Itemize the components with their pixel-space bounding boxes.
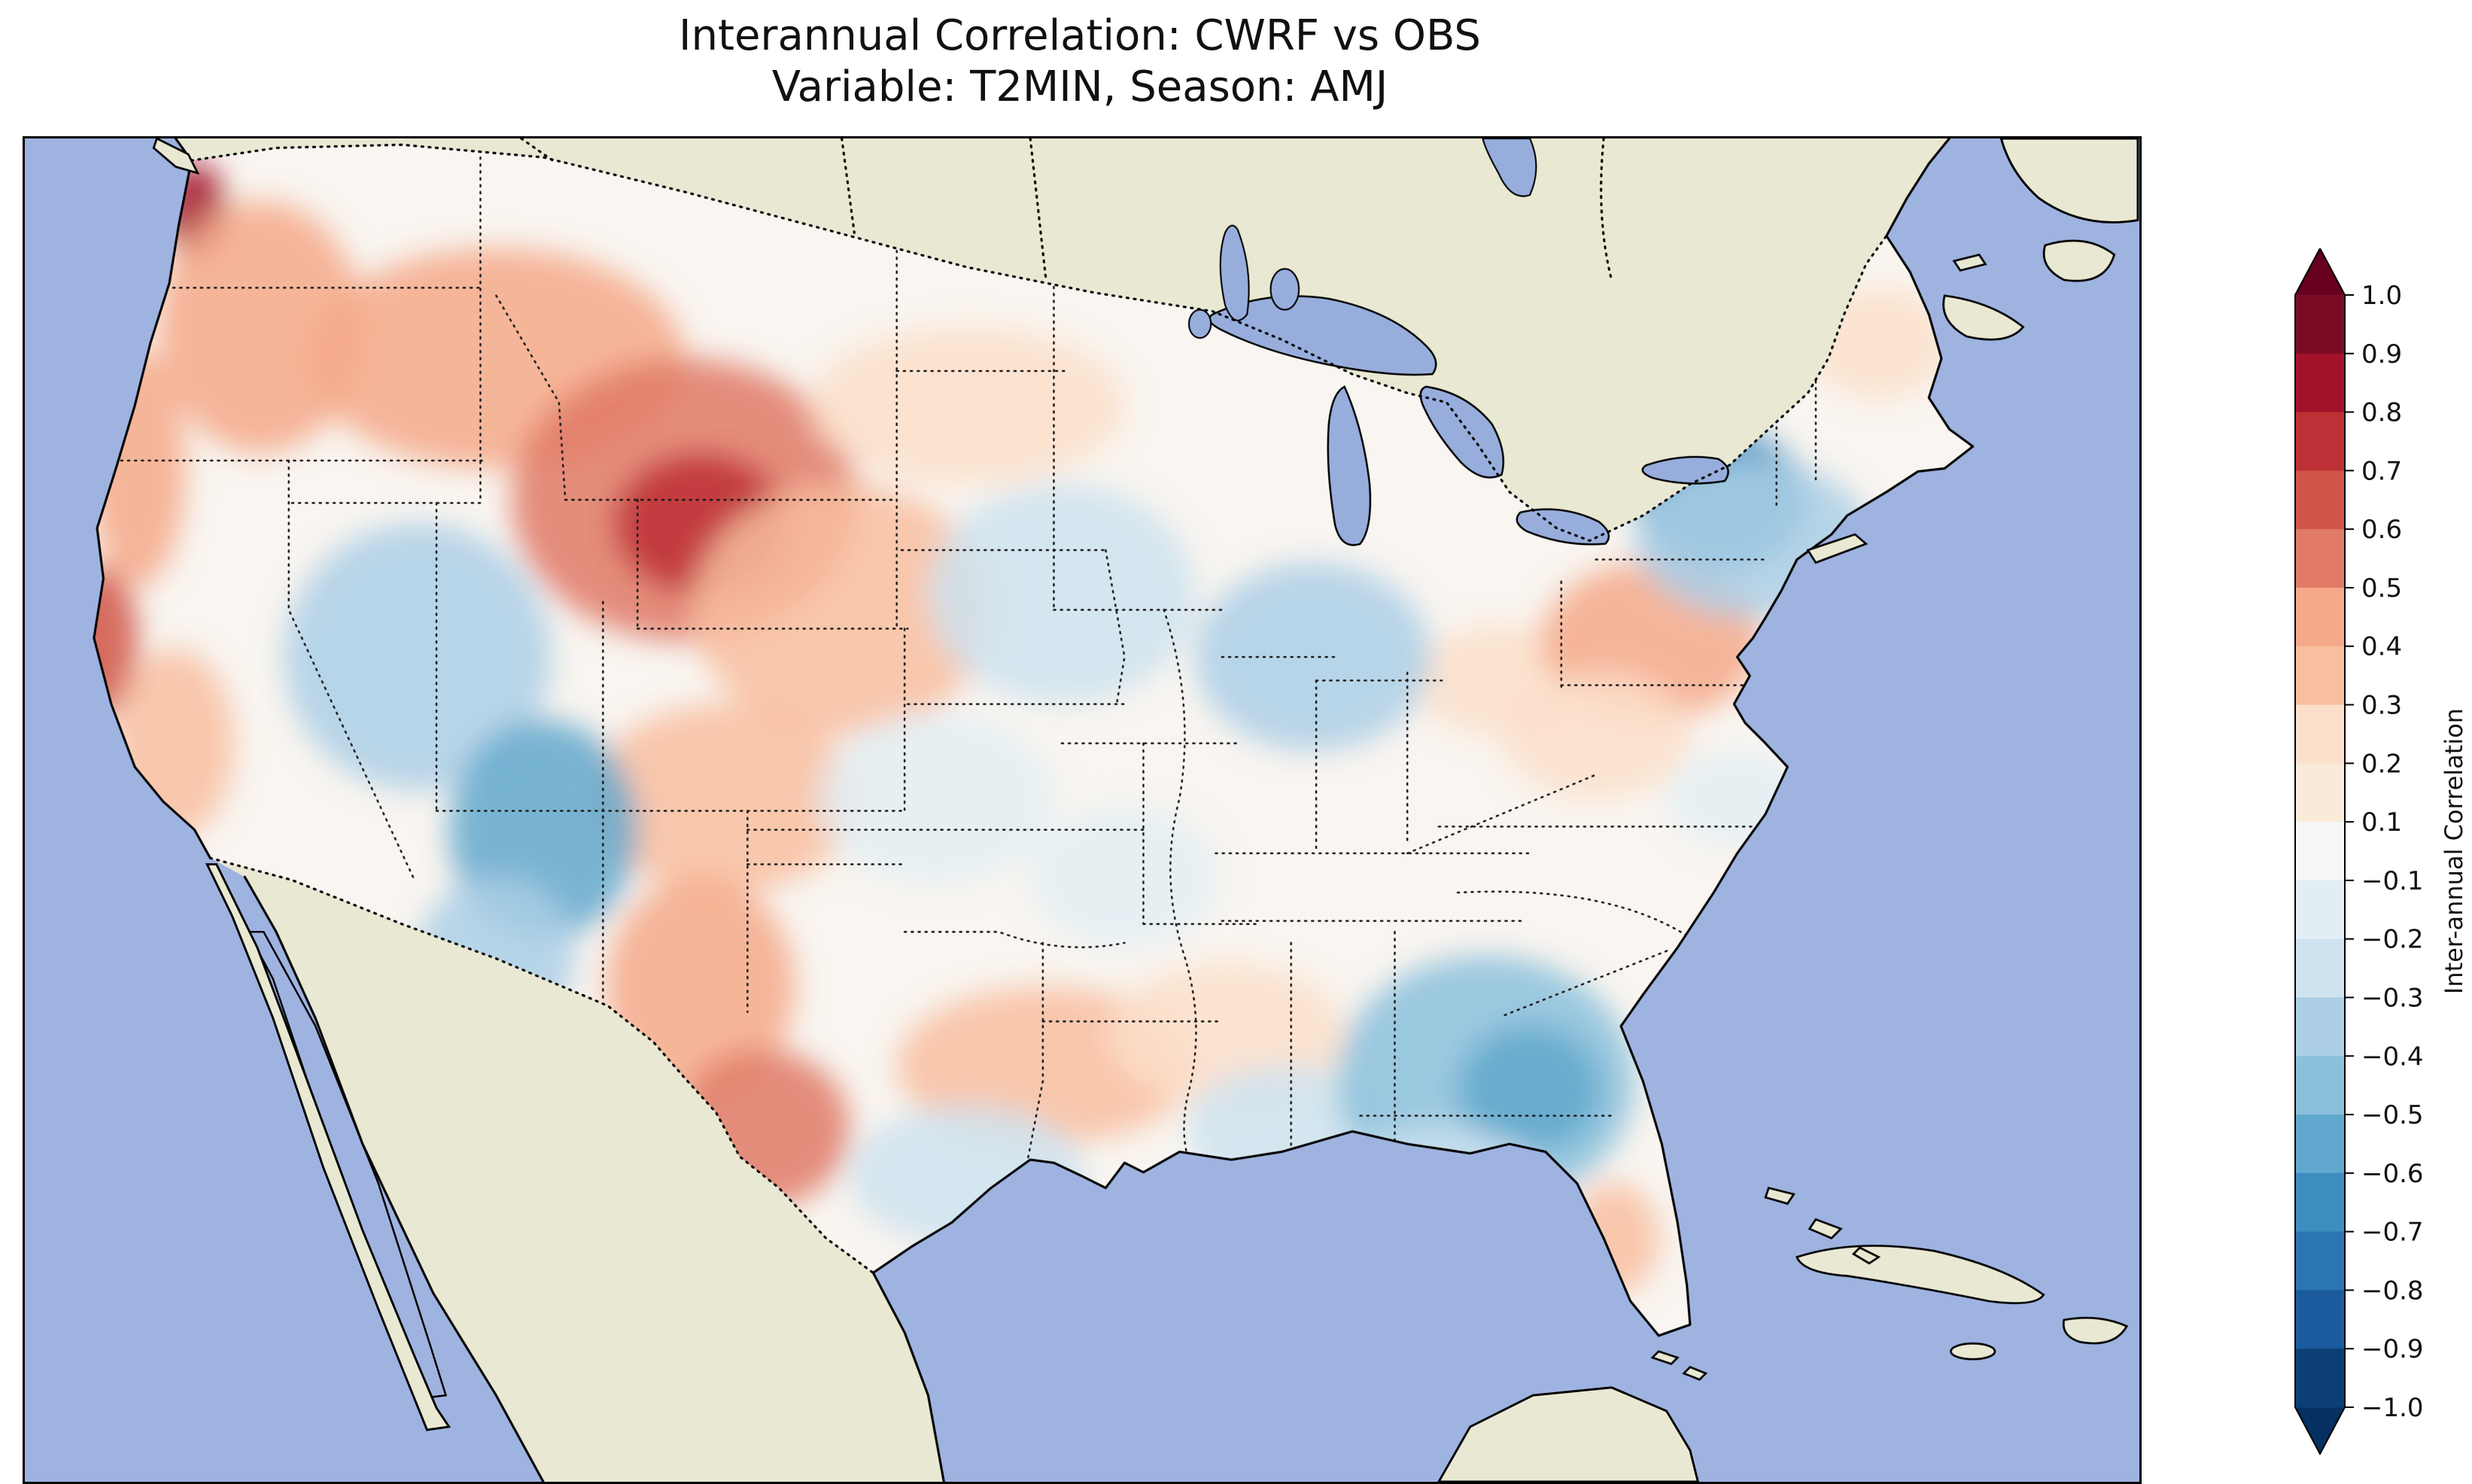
region-georgia-core xyxy=(1459,1026,1601,1152)
figure-title-line1: Interannual Correlation: CWRF vs OBS xyxy=(679,11,1481,60)
region-virginia xyxy=(1501,672,1690,798)
islands xyxy=(152,138,2129,1381)
colorbar-segment xyxy=(2295,529,2345,588)
colorbar-segment xyxy=(2295,1115,2345,1174)
mexico-land xyxy=(210,858,944,1482)
colorbar-tick-label: −0.9 xyxy=(2361,1334,2424,1364)
colorbar-segment xyxy=(2295,938,2345,999)
colorbar-tick-label: −1.0 xyxy=(2361,1393,2424,1423)
colorbar-extend-min-arrow xyxy=(2295,1407,2345,1454)
newfoundland xyxy=(2042,239,2116,282)
colorbar-tick-label: −0.3 xyxy=(2361,983,2424,1013)
colorbar-segment xyxy=(2295,1290,2345,1349)
yucatan-land xyxy=(1437,1386,1699,1482)
colorbar-segment xyxy=(2295,646,2345,706)
us-mexico-border xyxy=(208,856,874,1274)
jamaica xyxy=(1950,1342,1996,1361)
colorbar-segment xyxy=(2295,822,2345,881)
colorbar-tick-label: 0.1 xyxy=(2361,807,2402,838)
colorbar-tick-label: 1.0 xyxy=(2361,281,2402,311)
colorbar-svg: 1.0 0.9 0.8 0.7 0.6 0.5 0.4 0.3 0.2 0.1 −0.1 −0.2 −0… xyxy=(2294,248,2468,1456)
lake-manitoba xyxy=(1269,268,1300,311)
region-north-dakota xyxy=(810,327,1125,485)
map-plot-area xyxy=(23,136,2142,1484)
labrador-land xyxy=(1999,138,2139,224)
region-kansas xyxy=(818,712,1054,885)
national-borders xyxy=(190,138,1888,1274)
region-colorado-rockies xyxy=(590,704,858,893)
colorbar-segment xyxy=(2295,763,2345,823)
lake-erie xyxy=(1516,508,1610,546)
colorbar-segment xyxy=(2295,412,2345,472)
lake-superior xyxy=(1208,295,1437,376)
figure-title: Interannual Correlation: CWRF vs OBS Var… xyxy=(23,11,2137,114)
colorbar-tick-label: −0.1 xyxy=(2361,866,2424,896)
lake-ontario xyxy=(1641,455,1729,485)
figure-title-line2: Variable: T2MIN, Season: AMJ xyxy=(771,62,1388,112)
mexico-pacific-coast xyxy=(243,875,545,1482)
great-lakes xyxy=(1208,295,1729,546)
colorbar-tick-label: −0.6 xyxy=(2361,1159,2424,1189)
colorbar: 1.0 0.9 0.8 0.7 0.6 0.5 0.4 0.3 0.2 0.1 −0.1 −0.2 −0… xyxy=(2288,248,2472,1467)
region-san-francisco-coast xyxy=(93,565,138,717)
james-bay xyxy=(1482,138,1537,197)
coastlines xyxy=(93,138,1975,1482)
region-washington-oregon-inland xyxy=(158,201,363,453)
colorbar-segment xyxy=(2295,1056,2345,1115)
colorbar-segment xyxy=(2295,1231,2345,1291)
region-minnesota xyxy=(928,484,1196,704)
colorbar-tick-label: −0.4 xyxy=(2361,1042,2424,1072)
pacific-coast xyxy=(93,138,211,859)
colorbar-tick-label: −0.2 xyxy=(2361,925,2424,955)
region-new-mexico xyxy=(606,877,795,1097)
colorbar-segment xyxy=(2295,704,2345,765)
colorbar-tick-label: 0.8 xyxy=(2361,398,2402,428)
mexico-gulf-coast xyxy=(871,1271,945,1482)
colorbar-segment xyxy=(2295,295,2345,354)
colorbar-tick-label: −0.5 xyxy=(2361,1100,2424,1130)
canadian-lakes xyxy=(1187,138,1537,339)
colorbar-segment xyxy=(2295,353,2345,413)
region-wyoming-nebraska xyxy=(692,484,991,736)
lake-huron xyxy=(1419,385,1504,479)
lake-of-the-woods xyxy=(1187,309,1212,339)
colorbar-tick-label: −0.8 xyxy=(2361,1276,2424,1306)
colorbar-segment xyxy=(2295,587,2345,647)
colorbar-tick-label: 0.5 xyxy=(2361,573,2402,604)
vancouver-island xyxy=(152,138,200,175)
state-borders xyxy=(99,156,1817,1177)
colorbar-tick-label: 0.9 xyxy=(2361,339,2402,369)
correlation-field xyxy=(93,162,1950,1294)
lake-winnipeg xyxy=(1219,224,1250,321)
colorbar-axis-label: Inter-annual Correlation xyxy=(2440,708,2468,994)
map-svg xyxy=(25,138,2139,1482)
bahamas xyxy=(1764,1186,1881,1265)
colorbar-segment xyxy=(2295,1172,2345,1233)
colorbar-segment xyxy=(2295,470,2345,530)
colorbar-segment xyxy=(2295,997,2345,1057)
nova-scotia xyxy=(1942,294,2025,341)
hispaniola xyxy=(2062,1316,2129,1345)
colorbar-tick-label: 0.6 xyxy=(2361,515,2402,545)
colorbar-tick-label: 0.3 xyxy=(2361,691,2402,721)
long-island xyxy=(1806,533,1868,564)
colorbar-tick-label: 0.4 xyxy=(2361,632,2402,662)
lake-michigan xyxy=(1327,385,1372,546)
cuba xyxy=(1795,1245,2045,1305)
colorbar-extend-max-arrow xyxy=(2295,248,2345,295)
colorbar-segment xyxy=(2295,880,2345,940)
colorbar-segment xyxy=(2295,1349,2345,1408)
colorbar-tick-label: 0.7 xyxy=(2361,456,2402,486)
colorbar-tick-label: 0.2 xyxy=(2361,749,2402,779)
colorbar-tick-label: −0.7 xyxy=(2361,1218,2424,1248)
florida-keys xyxy=(1650,1350,1708,1381)
canada-land xyxy=(175,138,1950,541)
region-nevada-utah-basin xyxy=(284,523,552,791)
region-missouri xyxy=(1030,806,1219,948)
prince-edward-island xyxy=(1952,253,1987,272)
baja-california xyxy=(205,863,452,1431)
atlantic-gulf-coast xyxy=(871,138,1975,1337)
